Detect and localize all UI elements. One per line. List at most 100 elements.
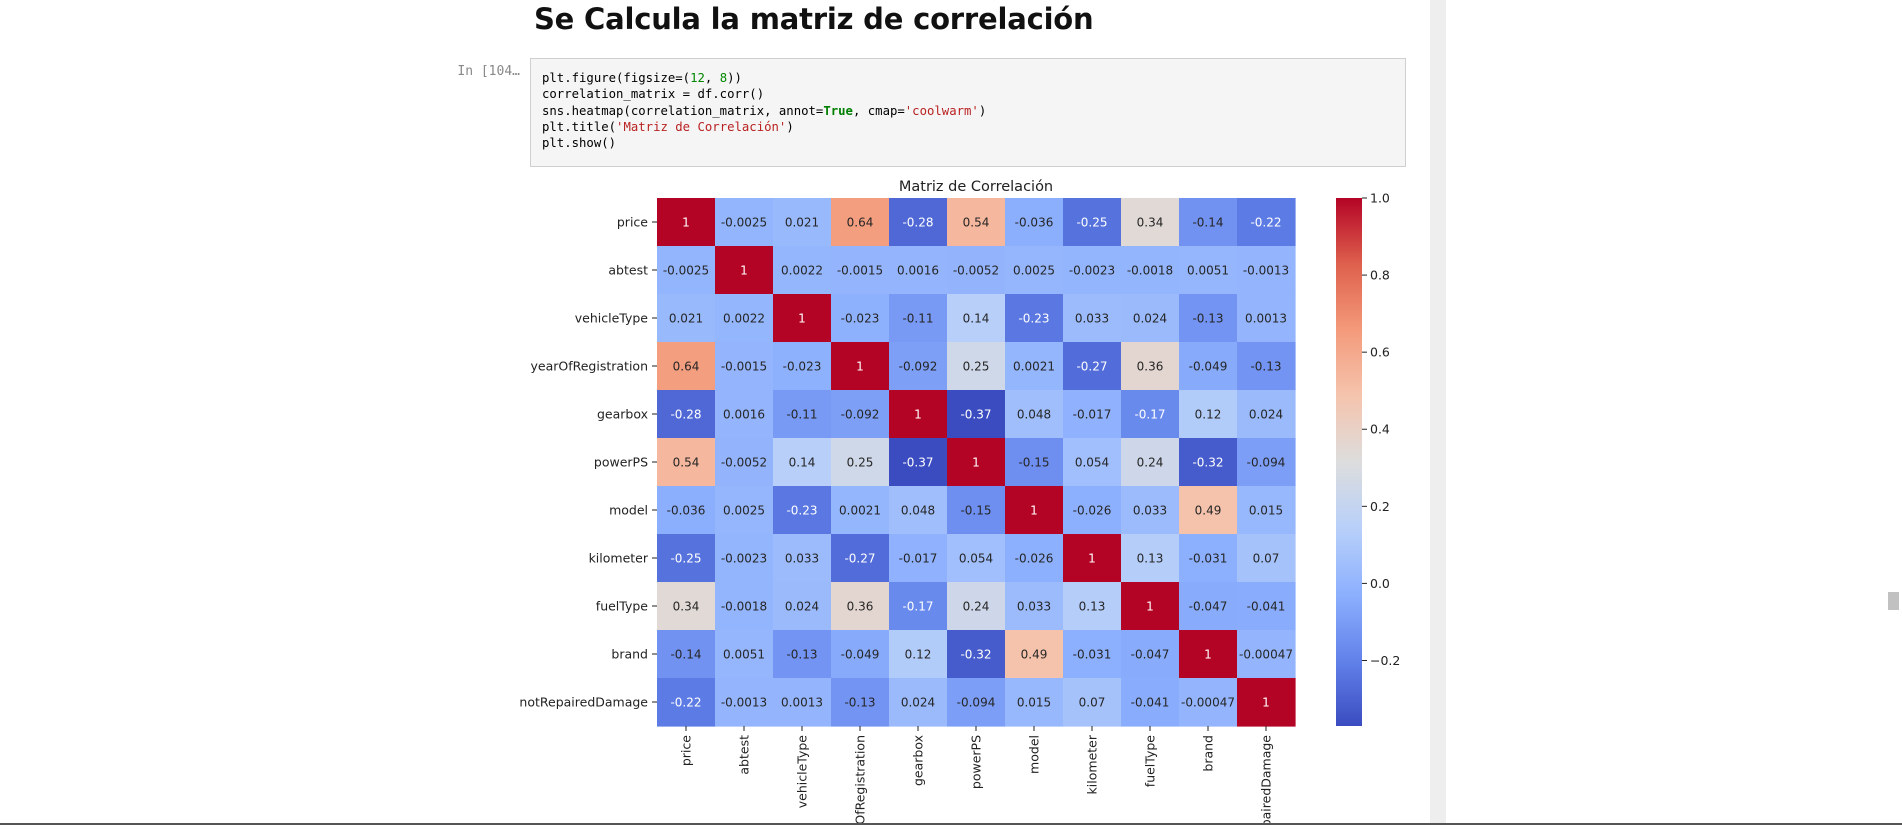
heatmap-cell <box>1005 486 1064 535</box>
cell-annotation: -0.13 <box>1192 312 1223 326</box>
heatmap-cell <box>1237 486 1296 535</box>
cell-annotation: -0.0013 <box>721 696 767 710</box>
x-tick-label: model <box>1027 735 1042 774</box>
y-tick-label: notRepairedDamage <box>519 695 648 710</box>
heatmap-cell <box>773 630 832 679</box>
cell-annotation: 1 <box>972 456 980 470</box>
colorbar-tick-label: 0.8 <box>1370 268 1390 283</box>
heatmap-cell <box>889 630 948 679</box>
cell-annotation: -0.32 <box>1192 456 1223 470</box>
x-tick-label: abtest <box>737 735 752 775</box>
heatmap-cell <box>1179 486 1238 535</box>
cell-annotation: -0.047 <box>1189 600 1228 614</box>
correlation-heatmap: Matriz de Correlación price abtest vehicleT… <box>519 179 1400 824</box>
heatmap-cell <box>1063 582 1122 631</box>
cell-annotation: 0.0025 <box>723 504 765 518</box>
code-token: correlation_matrix = df.corr() <box>542 87 765 102</box>
cell-annotation: -0.041 <box>1247 600 1286 614</box>
code-token: plt.title( <box>542 119 617 134</box>
heatmap-cell <box>831 390 890 439</box>
cell-annotation: 0.25 <box>847 456 874 470</box>
y-tick-label: price <box>617 215 648 230</box>
heatmap-cell <box>1179 630 1238 679</box>
cell-annotation: -0.23 <box>786 504 817 518</box>
cell-annotation: 1 <box>798 312 806 326</box>
cell-annotation: 1 <box>1030 504 1038 518</box>
cell-annotation: -0.0013 <box>1243 264 1289 278</box>
heatmap-cell <box>1063 390 1122 439</box>
heatmap-cell <box>947 390 1006 439</box>
cell-annotation: -0.22 <box>670 696 701 710</box>
heatmap-cell <box>773 246 832 295</box>
scrollbar-thumb[interactable] <box>1888 592 1899 610</box>
code-token: ) <box>786 119 794 134</box>
heatmap-cell <box>1237 294 1296 343</box>
y-tick-label: powerPS <box>594 455 648 470</box>
cell-annotation: 0.34 <box>1137 216 1164 230</box>
cell-annotation: 0.24 <box>963 600 990 614</box>
heatmap-cell <box>1179 390 1238 439</box>
cell-annotation: -0.17 <box>902 600 933 614</box>
cell-annotation: 0.36 <box>1137 360 1164 374</box>
cell-annotation: -0.14 <box>670 648 701 662</box>
cell-annotation: 0.54 <box>963 216 990 230</box>
colorbar-tick-label: −0.2 <box>1370 653 1400 668</box>
heatmap-cell <box>773 438 832 487</box>
code-token: plt.show() <box>542 136 617 151</box>
code-cell[interactable]: plt.figure(figsize=(12, 8)) correlation_… <box>530 58 1406 167</box>
cell-annotation: 0.0051 <box>723 648 765 662</box>
cell-annotation: -0.15 <box>1018 456 1049 470</box>
cell-annotation: -0.11 <box>786 408 817 422</box>
heatmap-cell <box>715 198 774 247</box>
x-tick-label: price <box>679 735 694 766</box>
x-tick-label: powerPS <box>969 735 984 789</box>
cell-annotation: -0.026 <box>1073 504 1112 518</box>
colorbar-tick-label: 1.0 <box>1370 191 1390 206</box>
cell-annotation: -0.14 <box>1192 216 1223 230</box>
heatmap-cell <box>889 534 948 583</box>
cell-annotation: 0.024 <box>1133 312 1167 326</box>
heatmap-cell <box>1063 438 1122 487</box>
heatmap-cell <box>1121 486 1180 535</box>
heatmap-cell <box>1063 678 1122 727</box>
heatmap-cell <box>715 534 774 583</box>
heatmap-cell <box>947 678 1006 727</box>
code-editor[interactable]: plt.figure(figsize=(12, 8)) correlation_… <box>542 70 986 151</box>
cell-annotation: -0.0023 <box>1069 264 1115 278</box>
heatmap-cell <box>1179 246 1238 295</box>
heatmap-cell <box>773 486 832 535</box>
heatmap-cell <box>831 630 890 679</box>
heatmap-cell <box>1179 342 1238 391</box>
cell-annotation: 0.021 <box>785 216 819 230</box>
heatmap-cell <box>831 534 890 583</box>
cell-annotation: -0.28 <box>670 408 701 422</box>
cell-annotation: 0.0016 <box>897 264 939 278</box>
cell-annotation: 0.13 <box>1137 552 1164 566</box>
cell-annotation: 0.033 <box>1133 504 1167 518</box>
notebook-panel: Se Calcula la matriz de correlación In [… <box>0 0 1430 824</box>
cell-annotation: 0.0025 <box>1013 264 1055 278</box>
cell-annotation: 1 <box>914 408 922 422</box>
heatmap-cell <box>1005 582 1064 631</box>
heatmap-cell <box>1121 198 1180 247</box>
heatmap-cell <box>1121 630 1180 679</box>
heatmap-cell <box>1237 198 1296 247</box>
heatmap-cell <box>715 438 774 487</box>
scrollbar[interactable] <box>1886 0 1902 823</box>
cell-annotation: -0.23 <box>1018 312 1049 326</box>
heatmap-cell <box>1063 486 1122 535</box>
cell-annotation: 0.24 <box>1137 456 1164 470</box>
heatmap-cell <box>657 198 716 247</box>
heatmap-cell <box>715 582 774 631</box>
code-token: ) <box>978 103 987 118</box>
heatmap-cell <box>947 438 1006 487</box>
chart-title: Matriz de Correlación <box>899 179 1053 195</box>
cell-annotation: -0.25 <box>670 552 701 566</box>
heatmap-cell <box>1237 246 1296 295</box>
heatmap-cell <box>657 534 716 583</box>
heatmap-cell <box>947 630 1006 679</box>
cell-annotation: -0.37 <box>902 456 933 470</box>
code-token: 'Matriz de Correlación' <box>616 119 787 134</box>
heatmap-cell <box>1237 678 1296 727</box>
heatmap-cell <box>657 342 716 391</box>
